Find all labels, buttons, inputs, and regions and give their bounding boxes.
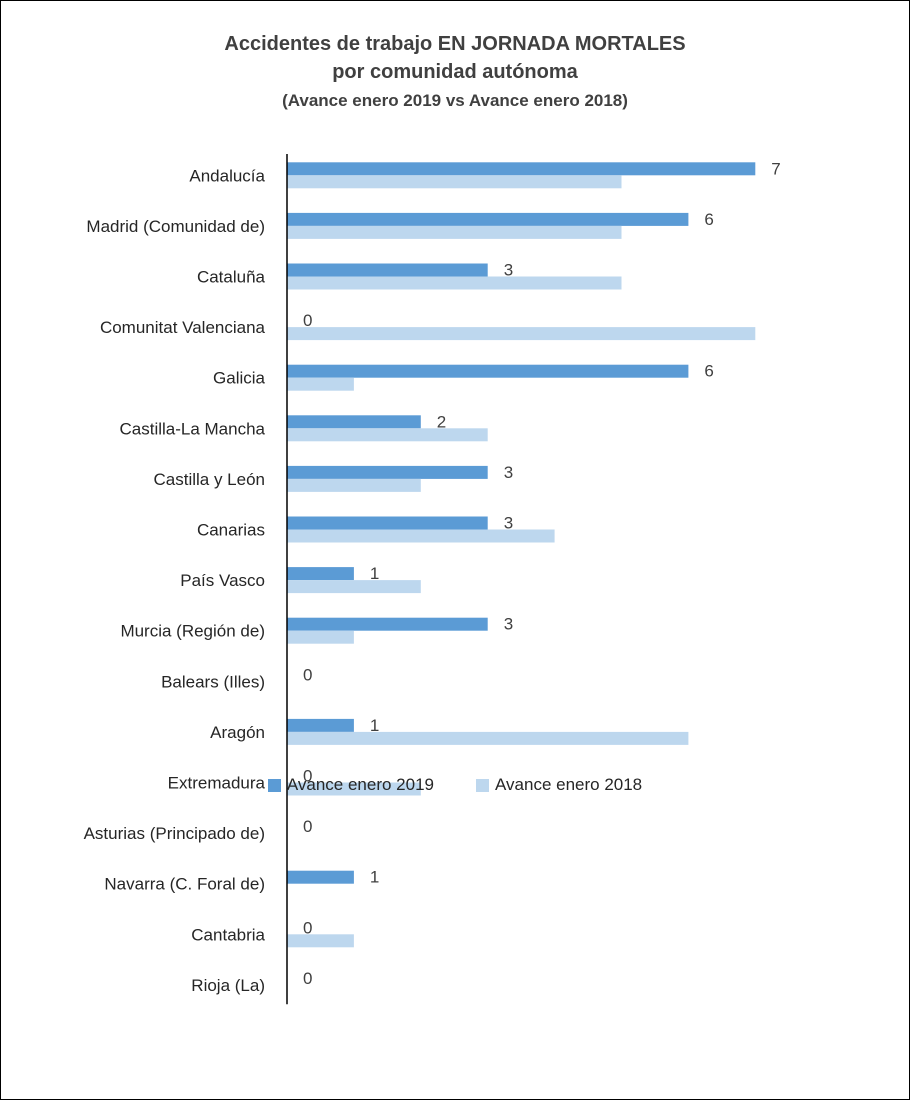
- category-label: Cataluña: [197, 268, 266, 287]
- data-label-2019: 0: [303, 969, 312, 988]
- bar-2018: [287, 175, 622, 189]
- data-label-2019: 7: [771, 159, 780, 178]
- bar-2018: [287, 276, 622, 290]
- data-label-2019: 1: [370, 868, 379, 887]
- data-label-2019: 6: [704, 210, 713, 229]
- data-label-2019: 1: [370, 716, 379, 735]
- chart-subtitle: (Avance enero 2019 vs Avance enero 2018): [282, 91, 628, 110]
- category-label: Murcia (Región de): [120, 622, 265, 641]
- bar-2019: [287, 415, 421, 429]
- category-label: Castilla y León: [153, 470, 265, 489]
- data-label-2019: 0: [303, 311, 312, 330]
- bar-2018: [287, 782, 421, 796]
- data-label-2019: 3: [504, 463, 513, 482]
- data-label-2019: 2: [437, 412, 446, 431]
- bar-2019: [287, 212, 689, 226]
- data-label-2019: 0: [303, 918, 312, 937]
- bar-2019: [287, 718, 354, 732]
- bar-2019: [287, 617, 488, 631]
- category-label: Canarias: [197, 521, 265, 540]
- category-label: País Vasco: [180, 571, 265, 590]
- data-label-2019: 3: [504, 261, 513, 280]
- category-label: Madrid (Comunidad de): [86, 217, 265, 236]
- data-label-2019: 0: [303, 665, 312, 684]
- legend-item-2019: Avance enero 2019: [267, 775, 434, 795]
- bar-2019: [287, 263, 488, 277]
- bar-2018: [287, 225, 622, 239]
- data-label-2019: 1: [370, 564, 379, 583]
- legend-swatch-2018: [476, 778, 489, 792]
- category-label: Castilla-La Mancha: [119, 419, 265, 438]
- bar-2018: [287, 529, 555, 543]
- chart-title-line2: por comunidad autónoma: [332, 61, 578, 83]
- legend-label-2019: Avance enero 2019: [286, 775, 434, 794]
- category-label: Galicia: [213, 369, 266, 388]
- chart-legend: Avance enero 2019 Avance enero 2018: [0, 775, 910, 795]
- category-label: Balears (Illes): [161, 672, 265, 691]
- bar-2018: [287, 630, 354, 644]
- bar-2018: [287, 580, 421, 594]
- bar-2019: [287, 465, 488, 479]
- chart-title: Accidentes de trabajo EN JORNADA MORTALE…: [224, 33, 686, 55]
- bar-2018: [287, 478, 421, 492]
- chart-title-block: Accidentes de trabajo EN JORNADA MORTALE…: [0, 30, 910, 116]
- legend-label-2018: Avance enero 2018: [495, 775, 643, 794]
- category-label: Navarra (C. Foral de): [104, 875, 265, 894]
- category-label: Cantabria: [191, 925, 265, 944]
- bar-2019: [287, 567, 354, 581]
- bar-2019: [287, 870, 354, 884]
- bar-2019: [287, 516, 488, 530]
- bar-2018: [287, 428, 488, 442]
- category-label: Aragón: [210, 723, 265, 742]
- category-label: Comunitat Valenciana: [100, 318, 266, 337]
- data-label-2019: 6: [704, 362, 713, 381]
- category-label: Extremadura: [168, 774, 266, 793]
- legend-item-2018: Avance enero 2018: [476, 775, 642, 795]
- bar-2018: [287, 327, 756, 341]
- bar-2019: [287, 162, 756, 176]
- data-label-2019: 0: [303, 817, 312, 836]
- category-label: Andalucía: [189, 166, 265, 185]
- data-label-2019: 0: [303, 767, 312, 786]
- category-label: Asturias (Principado de): [84, 824, 265, 843]
- bar-2018: [287, 377, 354, 391]
- legend-swatch-2019: [267, 778, 281, 792]
- bar-2019: [287, 364, 689, 378]
- data-label-2019: 3: [504, 514, 513, 533]
- bar-2018: [287, 934, 354, 948]
- data-label-2019: 3: [504, 615, 513, 634]
- bar-2018: [287, 731, 689, 745]
- category-label: Rioja (La): [191, 976, 265, 995]
